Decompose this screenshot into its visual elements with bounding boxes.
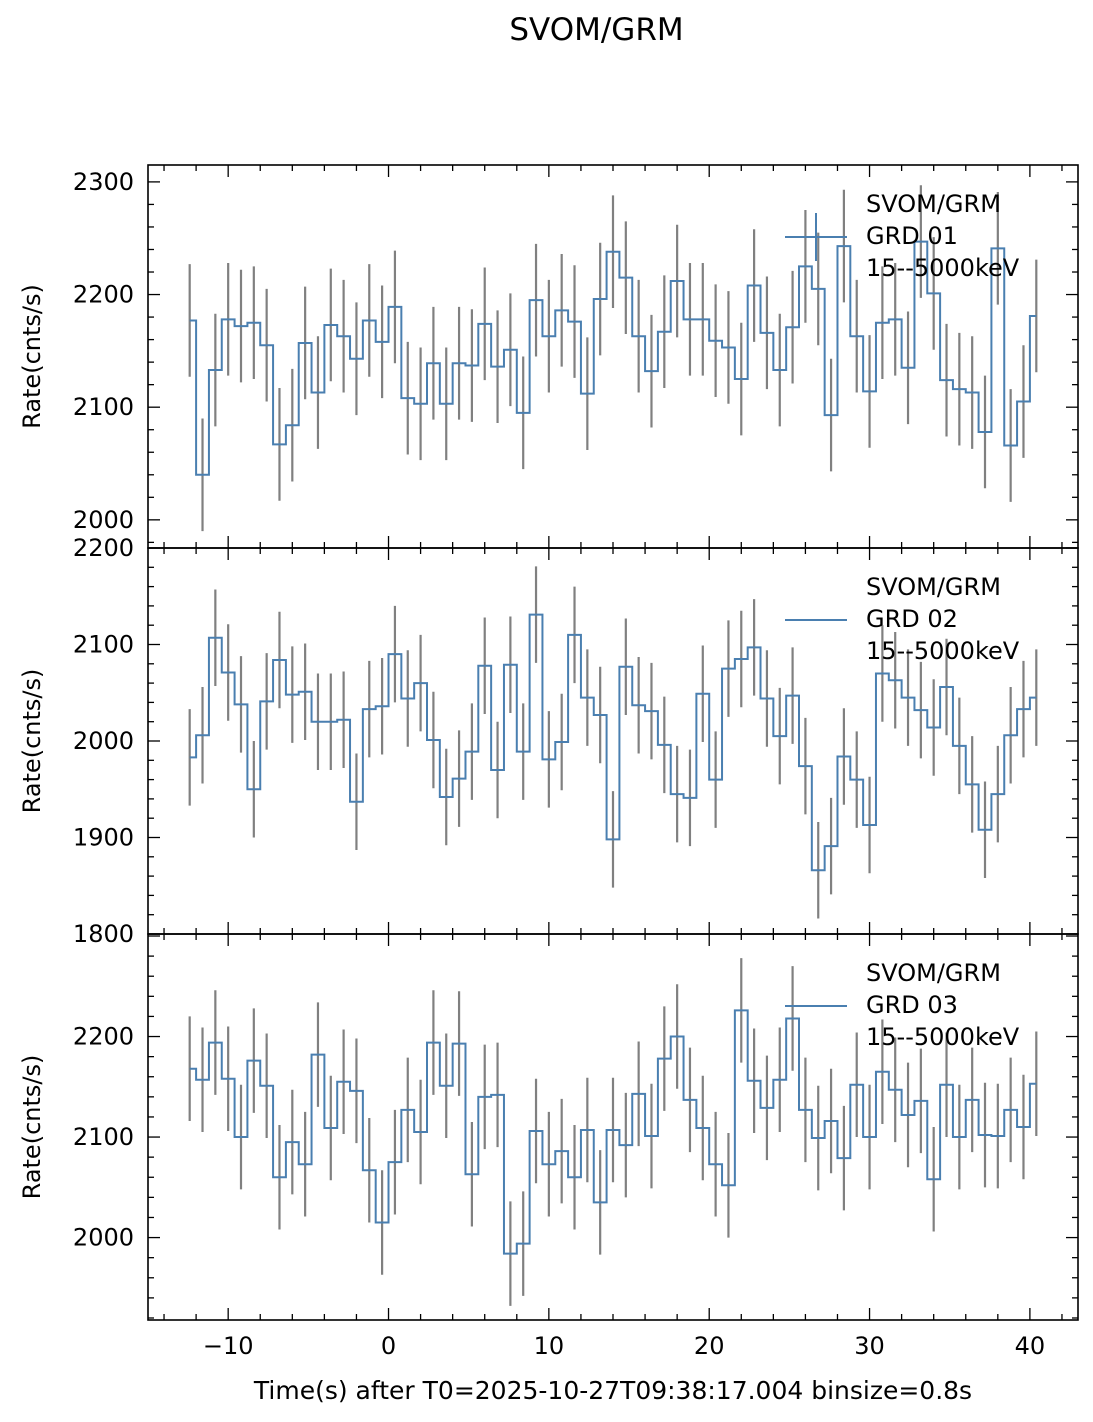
y-tick-label: 2100 [73,393,134,421]
legend-text: 15--5000keV [866,637,1020,665]
y-tick-label: 1800 [73,920,134,948]
legend-text: 15--5000keV [866,254,1020,282]
y-tick-label: 2000 [73,727,134,755]
y-tick-label: 2200 [73,281,134,309]
legend-text: GRD 01 [866,222,958,250]
panels: 2000 2100 2200 2300 Rate(cnts/s) SVOM/GRM GRD… [18,164,1079,1360]
legend-text: 15--5000keV [866,1023,1020,1051]
series-line [189,240,1037,476]
x-tick-label: 30 [854,1332,885,1360]
chart-title: SVOM/GRM [509,12,684,48]
y-axis-label: Rate(cnts/s) [18,1055,46,1200]
series-line [189,613,1037,872]
y-tick-label: 2300 [73,168,134,196]
y-tick-label: 2100 [73,1123,134,1151]
x-tick-label: 20 [694,1332,725,1360]
y-tick-label: 2000 [73,506,134,534]
x-tick-label: −10 [203,1332,254,1360]
y-axis-label: Rate(cnts/s) [18,669,46,814]
x-tick-label: 10 [534,1332,565,1360]
y-tick-label: 1900 [73,824,134,852]
x-axis-label: Time(s) after T0=2025-10-27T09:38:17.004… [253,1376,973,1405]
series-line [189,1009,1037,1255]
panel-2: 1800 1900 2000 2100 2200 Rate(cnts/s) SVOM/GRM… [18,534,1079,948]
panel-3: 2000 2100 2200 −10 0 10 20 30 40 Rate(cnts/s) SVOM… [18,933,1079,1360]
legend-text: GRD 03 [866,991,958,1019]
y-tick-label: 2000 [73,1224,134,1252]
y-tick-label: 2200 [73,534,134,562]
x-tick-label: 40 [1015,1332,1046,1360]
y-tick-label: 2200 [73,1023,134,1051]
legend-text: GRD 02 [866,605,958,633]
y-tick-label: 2100 [73,631,134,659]
y-axis-label: Rate(cnts/s) [18,284,46,429]
legend-text: SVOM/GRM [866,190,1001,218]
x-tick-label: 0 [381,1332,396,1360]
legend-text: SVOM/GRM [866,573,1001,601]
panel-1: 2000 2100 2200 2300 Rate(cnts/s) SVOM/GRM GRD… [18,164,1079,549]
legend-text: SVOM/GRM [866,959,1001,987]
